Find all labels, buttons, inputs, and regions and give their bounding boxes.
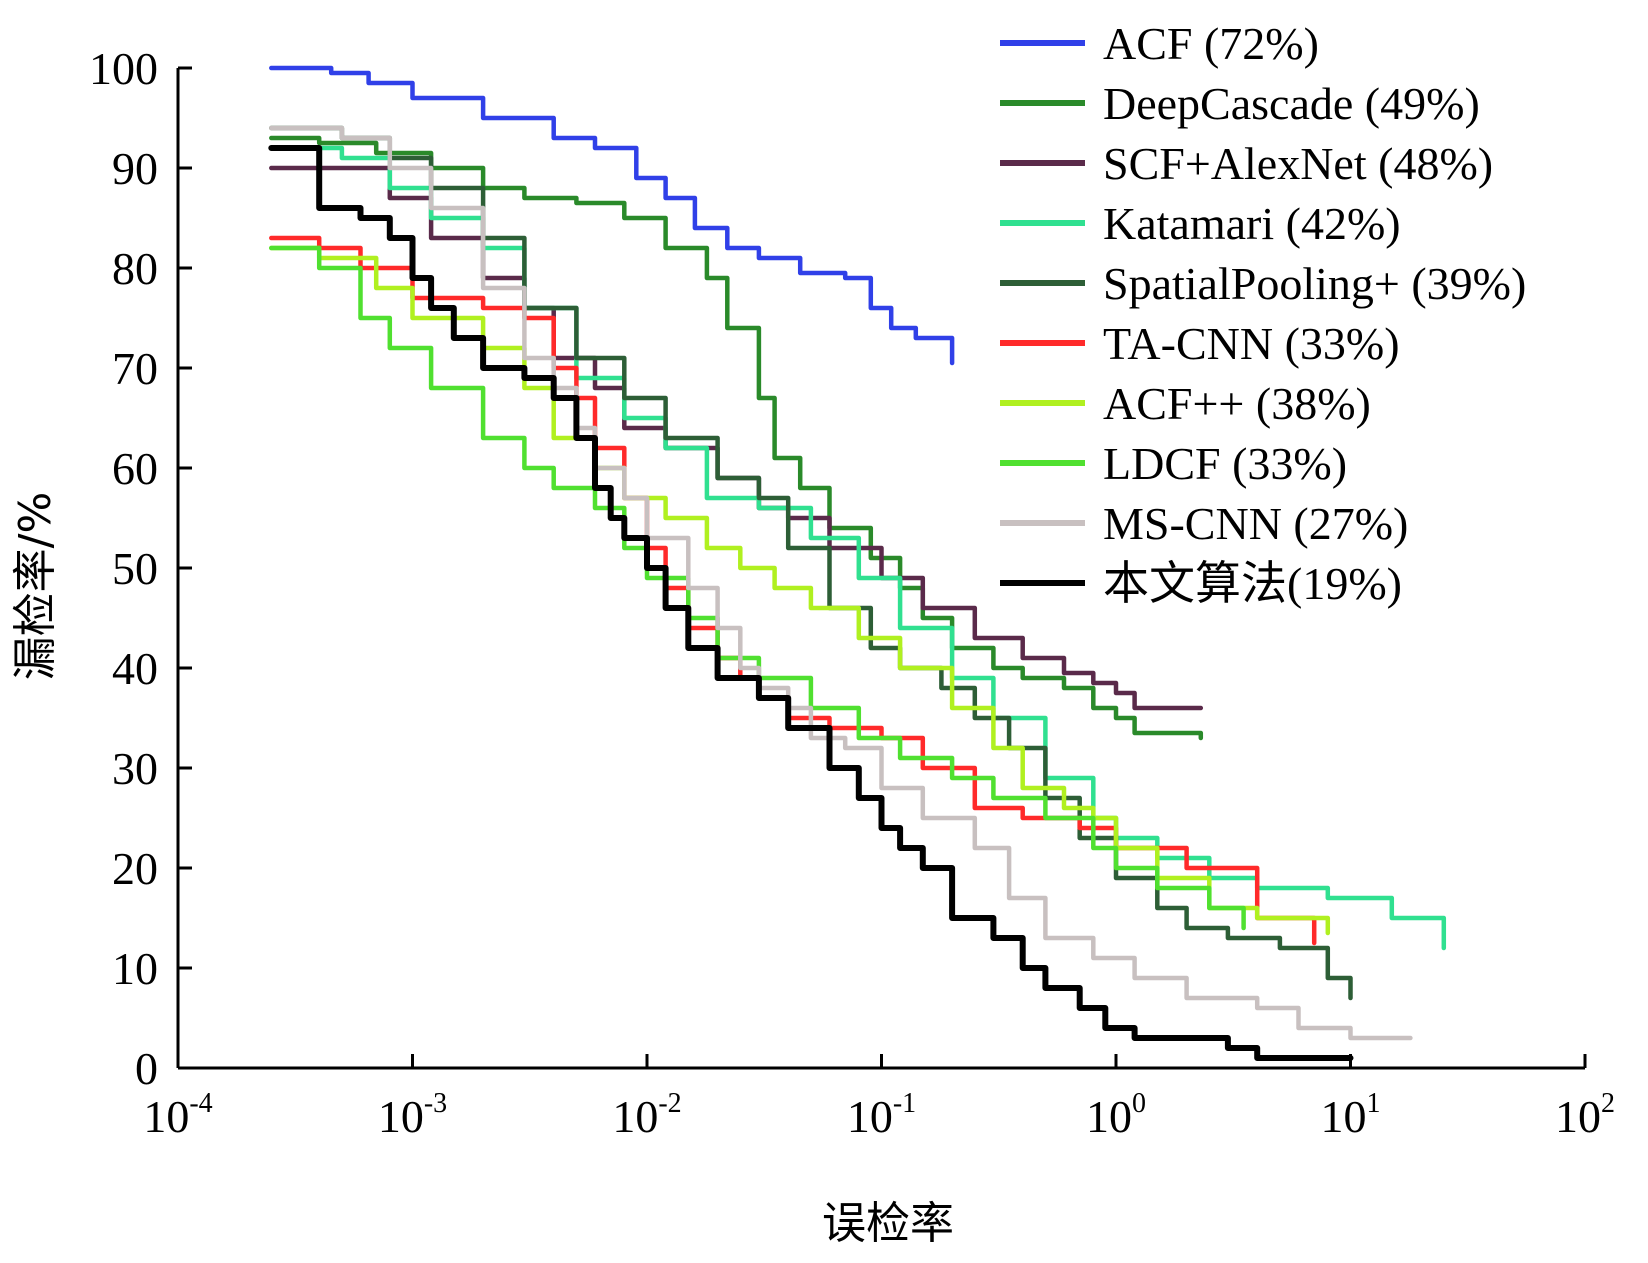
y-tick-label: 80 xyxy=(112,243,158,294)
y-tick-label: 30 xyxy=(112,743,158,794)
ticks: 0 10 20 30 40 50 60 70 80 90 100 10-4 10-3 10-2 10-1 10… xyxy=(89,43,1615,1142)
plot-lines xyxy=(268,65,1447,1061)
legend-label-3: SCF+AlexNet (48%) xyxy=(1103,138,1493,189)
series-line-1 xyxy=(269,65,955,366)
series-line-10 xyxy=(268,145,1354,1061)
y-tick-label: 70 xyxy=(112,343,158,394)
series-line-5 xyxy=(269,125,1353,1001)
y-tick-label: 0 xyxy=(135,1043,158,1094)
y-tick-label: 10 xyxy=(112,943,158,994)
x-tick-label: 10-2 xyxy=(612,1088,681,1142)
series-line-2 xyxy=(269,135,1204,741)
legend-label-9: MS-CNN (27%) xyxy=(1103,498,1408,549)
legend-label-4: Katamari (42%) xyxy=(1103,198,1401,249)
y-tick-label: 90 xyxy=(112,143,158,194)
x-tick-label: 102 xyxy=(1555,1088,1615,1142)
series-line-7 xyxy=(269,245,1331,936)
x-tick-label: 10-3 xyxy=(378,1088,447,1142)
x-axis-title: 误检率 xyxy=(822,1198,954,1249)
legend-label-1: ACF (72%) xyxy=(1103,18,1319,69)
legend: ACF (72%) DeepCascade (49%) SCF+AlexNet (4… xyxy=(1000,18,1526,609)
x-tick-label: 100 xyxy=(1086,1088,1146,1142)
legend-label-10: 本文算法(19%) xyxy=(1103,558,1402,609)
legend-label-7: ACF++ (38%) xyxy=(1103,378,1371,429)
y-tick-label: 60 xyxy=(112,443,158,494)
series-line-9 xyxy=(269,125,1413,1041)
legend-label-8: LDCF (33%) xyxy=(1103,438,1347,489)
legend-label-5: SpatialPooling+ (39%) xyxy=(1103,258,1526,309)
y-axis-title: 漏检率/% xyxy=(10,492,61,681)
legend-label-6: TA-CNN (33%) xyxy=(1103,318,1400,369)
legend-label-2: DeepCascade (49%) xyxy=(1103,78,1480,129)
y-tick-label: 20 xyxy=(112,843,158,894)
x-tick-label: 101 xyxy=(1321,1088,1381,1142)
y-tick-label: 50 xyxy=(112,543,158,594)
y-tick-label: 40 xyxy=(112,643,158,694)
y-tick-label: 100 xyxy=(89,43,158,94)
x-tick-label: 10-4 xyxy=(143,1088,212,1142)
x-tick-label: 10-1 xyxy=(847,1088,916,1142)
